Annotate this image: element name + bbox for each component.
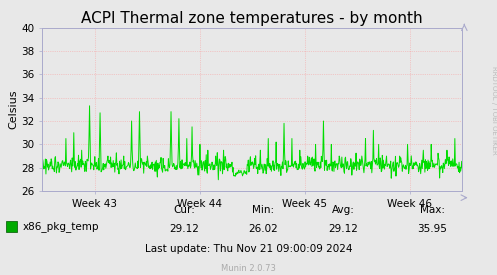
Text: Max:: Max: — [420, 205, 445, 215]
Text: Last update: Thu Nov 21 09:00:09 2024: Last update: Thu Nov 21 09:00:09 2024 — [145, 244, 352, 254]
Text: Munin 2.0.73: Munin 2.0.73 — [221, 264, 276, 273]
Text: 26.02: 26.02 — [248, 224, 278, 234]
Text: Cur:: Cur: — [173, 205, 195, 215]
Y-axis label: Celsius: Celsius — [8, 90, 18, 129]
Text: x86_pkg_temp: x86_pkg_temp — [23, 221, 99, 232]
Text: Avg:: Avg: — [331, 205, 354, 215]
Text: 35.95: 35.95 — [417, 224, 447, 234]
Text: Min:: Min: — [252, 205, 274, 215]
Text: 29.12: 29.12 — [328, 224, 358, 234]
Title: ACPI Thermal zone temperatures - by month: ACPI Thermal zone temperatures - by mont… — [82, 11, 423, 26]
Text: RRDTOOL / TOBI OETIKER: RRDTOOL / TOBI OETIKER — [491, 66, 497, 154]
Text: 29.12: 29.12 — [169, 224, 199, 234]
